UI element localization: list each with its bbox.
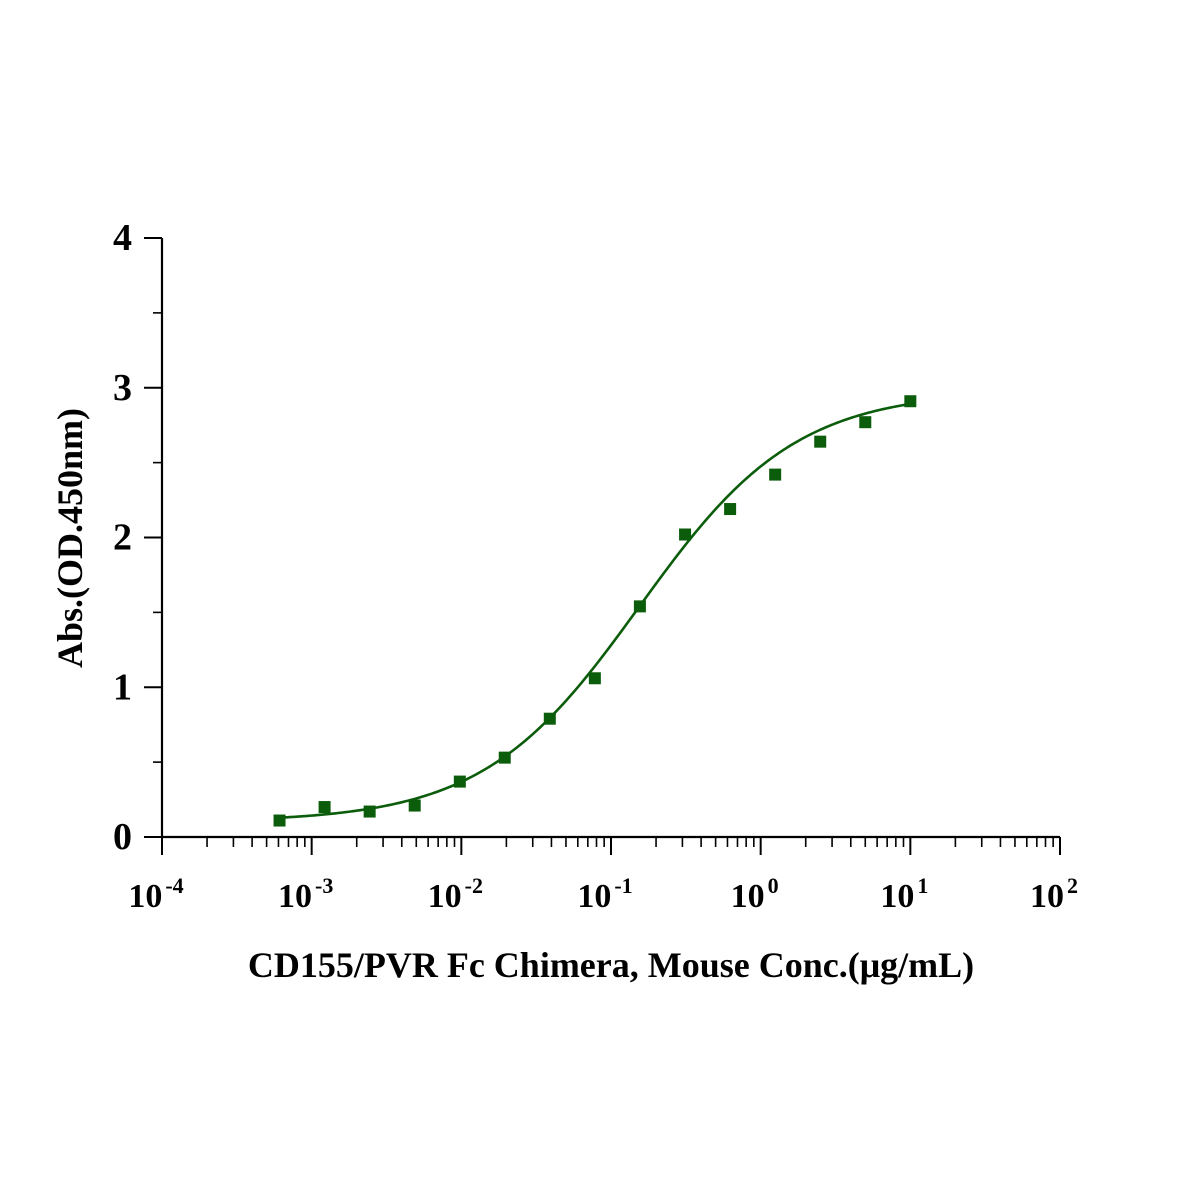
x-tick-label: 10 -3: [278, 873, 333, 915]
axes: 0 1 2 3 4 10 -4 10 -3 10 -2 10 -1 10 0 10 1 10 2: [113, 217, 1078, 915]
y-tick-label: 0: [113, 816, 132, 858]
y-axis-title: Abs.(OD.450nm): [50, 408, 90, 668]
data-point: [318, 801, 331, 814]
fit-curve: [279, 402, 911, 820]
data-points: [273, 395, 917, 827]
data-point: [724, 503, 737, 516]
y-tick-label: 4: [113, 217, 132, 259]
data-point: [273, 814, 286, 827]
y-tick-label: 1: [113, 666, 132, 708]
data-point: [633, 600, 646, 613]
data-point: [363, 805, 376, 818]
data-point: [679, 528, 692, 541]
data-point: [904, 395, 917, 408]
fit-curve-group: [279, 402, 911, 820]
y-tick-label: 3: [113, 367, 132, 409]
x-tick-label: 10 -1: [577, 873, 632, 915]
x-tick-label: 10 0: [731, 873, 779, 915]
data-point: [408, 799, 421, 812]
data-point: [498, 751, 511, 764]
data-point: [859, 416, 872, 429]
y-tick-label: 2: [113, 517, 132, 559]
x-tick-label: 10 1: [880, 873, 928, 915]
x-tick-label: 10 2: [1030, 873, 1078, 915]
data-point: [769, 468, 782, 481]
x-tick-label: 10 -4: [128, 873, 183, 915]
data-point: [814, 435, 827, 448]
data-point: [588, 672, 601, 685]
x-tick-label: 10 -2: [428, 873, 483, 915]
data-point: [453, 775, 466, 788]
x-axis-title: CD155/PVR Fc Chimera, Mouse Conc.(μg/mL): [248, 945, 974, 985]
data-point: [543, 712, 556, 725]
